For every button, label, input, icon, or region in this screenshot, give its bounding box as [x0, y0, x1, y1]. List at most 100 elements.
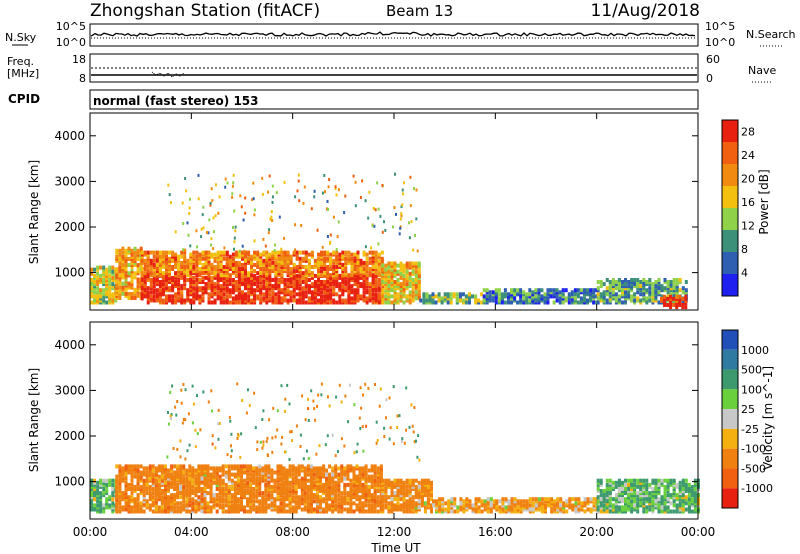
heatmap-cell [402, 286, 406, 291]
heatmap-cell [684, 507, 688, 512]
heatmap-cell [611, 487, 615, 491]
heatmap-cell [395, 212, 397, 216]
heatmap-cell [270, 484, 274, 489]
heatmap-cell [291, 505, 295, 510]
heatmap-cell [203, 482, 207, 487]
heatmap-cell [596, 507, 600, 512]
heatmap-cell [346, 476, 350, 481]
heatmap-cell [323, 273, 327, 278]
heatmap-cell [146, 265, 150, 269]
heatmap-cell [459, 501, 463, 506]
heatmap-cell [90, 505, 93, 510]
heatmap-cell [201, 298, 205, 303]
heatmap-cell [562, 507, 566, 512]
heatmap-cell [550, 509, 554, 514]
heatmap-cell [176, 491, 180, 496]
heatmap-cell [510, 507, 514, 512]
heatmap-cell [130, 273, 134, 278]
heatmap-cell [177, 262, 181, 267]
heatmap-cell [145, 482, 149, 487]
heatmap-cell [298, 269, 302, 274]
heatmap-cell [271, 298, 275, 303]
heatmap-cell [639, 280, 643, 284]
heatmap-cell [596, 300, 600, 305]
heatmap-cell [216, 254, 220, 259]
heatmap-cell [494, 288, 498, 293]
heatmap-cell [335, 292, 339, 297]
heatmap-cell [411, 480, 415, 485]
heatmap-cell [528, 292, 532, 297]
heatmap-cell [301, 265, 305, 269]
heatmap-cell [645, 282, 649, 287]
heatmap-cell [364, 480, 368, 485]
heatmap-cell [377, 271, 381, 276]
heatmap-cell [142, 466, 146, 471]
heatmap-cell [273, 480, 277, 485]
heatmap-cell [417, 269, 421, 274]
heatmap-cell [146, 256, 150, 261]
heatmap-cell [292, 265, 296, 269]
heatmap-cell [124, 291, 128, 296]
heatmap-cell [200, 480, 204, 485]
heatmap-cell [121, 285, 125, 290]
heatmap-cell [660, 286, 664, 291]
heatmap-cell [158, 290, 162, 295]
heatmap-cell [564, 288, 568, 293]
heatmap-cell [289, 271, 293, 276]
heatmap-cell [212, 503, 216, 508]
heatmap-cell [329, 252, 333, 257]
heatmap-cell [165, 260, 168, 265]
heatmap-cell [522, 507, 526, 512]
heatmap-cell [393, 478, 397, 483]
heatmap-cell [209, 499, 213, 504]
heatmap-cell [316, 476, 319, 481]
heatmap-cell [225, 269, 229, 274]
heatmap-cell [507, 292, 510, 297]
heatmap-cell [274, 292, 278, 297]
heatmap-cell [252, 499, 256, 504]
heatmap-cell [390, 273, 394, 278]
heatmap-cell [568, 499, 572, 504]
heatmap-cell [387, 294, 391, 299]
heatmap-cell [222, 250, 226, 255]
heatmap-cell [233, 472, 237, 477]
heatmap-cell [483, 507, 487, 512]
heatmap-cell [160, 489, 164, 493]
heatmap-cell [142, 472, 146, 477]
heatmap-cell [241, 282, 244, 287]
heatmap-cell [249, 482, 253, 487]
heatmap-cell [130, 269, 134, 274]
heatmap-cell [323, 282, 327, 287]
heatmap-cell [627, 294, 631, 299]
heatmap-cell [258, 487, 262, 491]
heatmap-cell [114, 298, 118, 303]
heatmap-cell [231, 286, 235, 291]
heatmap-cell [627, 501, 631, 506]
heatmap-cell [337, 188, 340, 192]
heatmap-cell [262, 260, 266, 265]
heatmap-cell [217, 211, 220, 215]
heatmap-cell [394, 172, 396, 176]
heatmap-cell [537, 503, 541, 508]
heatmap-cell [96, 282, 100, 287]
heatmap-cell [176, 501, 180, 506]
heatmap-cell [540, 288, 544, 293]
heatmap-cell [447, 499, 451, 504]
heatmap-cell [206, 491, 210, 496]
heatmap-cell [561, 298, 565, 303]
heatmap-cell [102, 507, 106, 512]
heatmap-cell [405, 286, 409, 291]
heatmap-cell [90, 507, 93, 512]
heatmap-cell [118, 269, 122, 274]
heatmap-cell [320, 298, 323, 303]
heatmap-cell [381, 288, 385, 293]
heatmap-cell [353, 254, 357, 259]
heatmap-cell [654, 503, 658, 508]
heatmap-cell [596, 499, 600, 504]
heatmap-cell [337, 476, 341, 481]
heatmap-cell [681, 303, 685, 307]
heatmap-cell [93, 282, 96, 287]
heatmap-cell [328, 503, 332, 508]
heatmap-cell [504, 499, 508, 504]
heatmap-cell [570, 290, 574, 295]
